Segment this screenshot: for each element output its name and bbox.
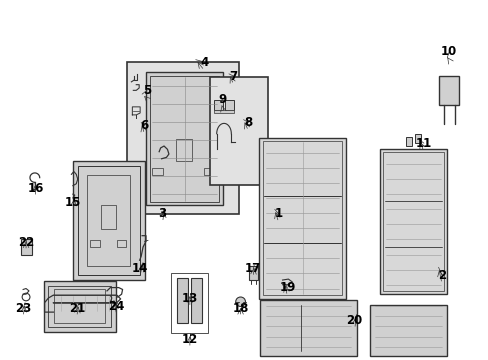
Bar [90,240,100,247]
Text: 20: 20 [346,314,362,327]
Text: 14: 14 [131,262,147,275]
Bar [190,278,201,323]
Bar [117,240,126,247]
Bar [249,266,258,280]
Text: 9: 9 [218,93,226,106]
Text: 21: 21 [68,302,85,315]
Text: 2: 2 [437,269,445,282]
Text: 19: 19 [279,281,295,294]
Bar [54,289,105,323]
Bar [21,239,32,255]
Text: 11: 11 [415,137,431,150]
Text: 6: 6 [140,119,148,132]
Bar [438,76,458,105]
Bar [171,273,207,333]
Bar [382,152,444,291]
Bar [177,278,187,323]
Text: 23: 23 [15,302,31,315]
Bar [73,161,145,280]
Bar [78,166,140,275]
Bar [369,305,447,356]
Text: 24: 24 [108,300,124,313]
Bar [101,204,116,229]
Bar [214,110,233,113]
Bar [203,168,214,175]
Bar [146,72,223,206]
Text: 13: 13 [182,292,198,305]
Text: 18: 18 [232,302,248,315]
Text: 17: 17 [244,262,261,275]
Bar [43,281,116,332]
Bar [260,300,356,356]
Bar [414,134,420,143]
Bar [210,77,267,185]
Text: 4: 4 [200,55,208,68]
Text: 12: 12 [182,333,198,346]
Bar [152,168,162,175]
Text: 3: 3 [158,207,166,220]
Bar [406,136,411,146]
Text: 10: 10 [440,45,456,58]
Bar [48,286,111,327]
Text: 1: 1 [274,207,282,220]
Bar [127,62,238,214]
Text: 15: 15 [64,196,81,209]
Text: 22: 22 [18,236,34,249]
Bar [176,139,191,161]
Bar [259,138,345,299]
Bar [263,141,341,295]
Text: 8: 8 [244,116,252,129]
Text: 16: 16 [27,182,44,195]
Text: 5: 5 [142,84,151,97]
Circle shape [235,297,245,306]
Bar [214,100,223,110]
Bar [224,100,233,110]
Text: 7: 7 [229,70,237,83]
Bar [87,175,130,266]
Bar [150,76,219,202]
Bar [379,149,447,294]
